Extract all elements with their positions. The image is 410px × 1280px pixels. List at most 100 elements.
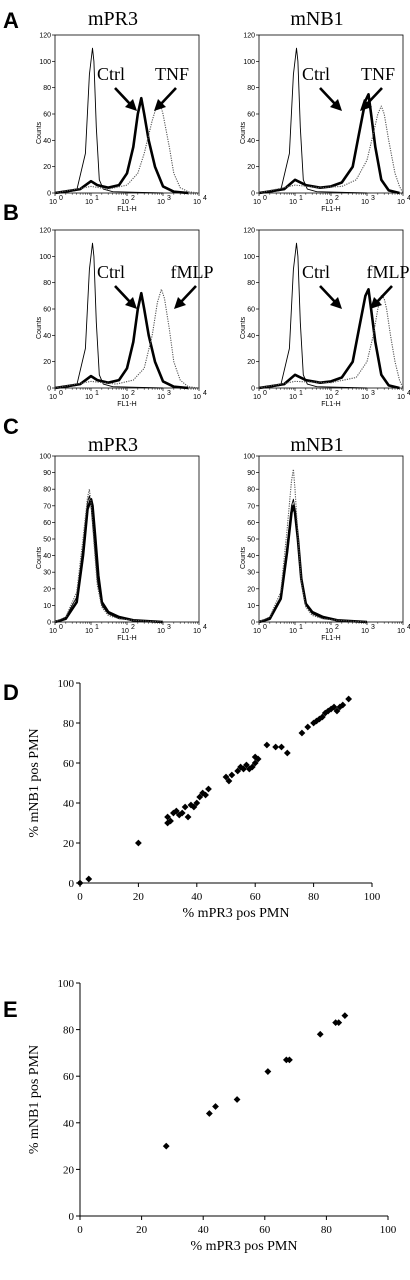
data-point <box>228 771 236 779</box>
y-tick-label: 0 <box>47 386 51 393</box>
y-tick-label: 100 <box>39 59 51 66</box>
stim-arrow <box>360 87 383 111</box>
series-line-fmlp <box>258 295 404 389</box>
data-point <box>205 785 212 793</box>
x-tick-label: 40 <box>191 891 203 903</box>
data-point <box>336 703 344 711</box>
x-tick-label: 0 <box>77 891 83 903</box>
x-tick-exponent: 1 <box>299 195 303 202</box>
x-tick-label: 10 <box>85 394 93 401</box>
data-point <box>298 729 306 737</box>
data-point <box>272 743 280 751</box>
x-tick-label: 80 <box>321 1224 333 1236</box>
y-tick-label: 0 <box>69 878 75 890</box>
x-tick-label: 10 <box>49 394 57 401</box>
y-tick-label: 20 <box>63 1164 75 1176</box>
y-tick-label: 0 <box>47 191 51 198</box>
histogram-panel-c: CmPR301020304050607080901001001011021031… <box>3 414 410 642</box>
y-tick-label: 80 <box>63 1025 75 1037</box>
y-tick-label: 20 <box>43 359 51 366</box>
data-point <box>243 761 250 769</box>
series-line-isotype <box>54 495 164 623</box>
x-tick-label: 10 <box>325 394 333 401</box>
y-tick-label: 80 <box>247 280 255 287</box>
y-tick-label: 80 <box>63 718 75 730</box>
x-tick-exponent: 3 <box>371 195 375 202</box>
x-axis-label: FL1-H <box>321 635 340 642</box>
y-axis-label: % mNB1 pos PMN <box>27 728 42 837</box>
y-tick-label: 20 <box>43 586 51 593</box>
x-tick-label: 20 <box>133 891 145 903</box>
y-axis-label: Counts <box>240 316 247 339</box>
data-point <box>335 1019 343 1027</box>
data-point <box>162 1142 170 1150</box>
y-tick-label: 80 <box>43 487 51 494</box>
data-point <box>184 813 192 821</box>
x-tick-exponent: 0 <box>263 195 267 202</box>
stim-label: TNF <box>361 64 395 84</box>
y-axis-label: % mNB1 pos PMN <box>27 1045 42 1154</box>
y-tick-label: 20 <box>63 838 75 850</box>
x-tick-label: 20 <box>136 1224 148 1236</box>
ctrl-arrow <box>114 285 137 309</box>
ctrl-label: Ctrl <box>302 64 330 84</box>
data-point <box>248 763 256 771</box>
series-line-ctrl <box>54 497 164 624</box>
x-axis-label: FL1-H <box>117 635 136 642</box>
y-tick-label: 80 <box>43 280 51 287</box>
stim-arrow <box>174 285 197 309</box>
x-tick-label: 10 <box>85 199 93 206</box>
x-tick-exponent: 0 <box>59 195 63 202</box>
series-line-fmlp <box>54 288 200 389</box>
data-point <box>178 809 186 817</box>
x-tick-label: 10 <box>157 394 165 401</box>
x-tick-exponent: 1 <box>95 624 99 631</box>
data-point <box>76 879 84 887</box>
x-tick-label: 10 <box>397 394 405 401</box>
x-tick-label: 10 <box>193 199 201 206</box>
y-tick-label: 40 <box>247 553 255 560</box>
stim-label: fMLP <box>366 262 409 282</box>
x-tick-label: 10 <box>193 628 201 635</box>
y-tick-label: 100 <box>243 454 255 461</box>
y-tick-label: 40 <box>247 138 255 145</box>
data-point <box>333 707 341 715</box>
x-tick-exponent: 3 <box>371 390 375 397</box>
x-tick-label: 10 <box>157 199 165 206</box>
data-point <box>225 777 233 785</box>
x-tick-exponent: 1 <box>299 390 303 397</box>
x-tick-exponent: 4 <box>407 624 410 631</box>
data-point <box>339 701 347 709</box>
chart-title: mPR3 <box>88 434 138 456</box>
ctrl-label: Ctrl <box>97 64 125 84</box>
x-tick-exponent: 3 <box>167 624 171 631</box>
series-line-isotype <box>61 47 164 194</box>
x-axis-label: FL1-H <box>117 401 136 408</box>
x-tick-label: 10 <box>85 628 93 635</box>
y-tick-label: 80 <box>43 85 51 92</box>
chart-title: mNB1 <box>290 8 343 30</box>
data-point <box>234 767 242 775</box>
y-tick-label: 60 <box>63 758 75 770</box>
series-line-isotype <box>265 47 368 194</box>
x-tick-label: 0 <box>77 1224 83 1236</box>
y-tick-label: 100 <box>243 254 255 261</box>
y-tick-label: 0 <box>251 191 255 198</box>
y-tick-label: 40 <box>43 138 51 145</box>
ctrl-arrow <box>319 285 342 309</box>
histogram-chart: mPR3010203040506070809010010010110210310… <box>36 434 207 642</box>
histogram-chart: mPR3020406080100120100101102103104FL1-HC… <box>36 8 207 213</box>
x-tick-label: 10 <box>289 199 297 206</box>
data-point <box>167 817 174 825</box>
x-tick-label: 10 <box>361 394 369 401</box>
y-tick-label: 60 <box>63 1071 75 1083</box>
data-point <box>193 799 201 807</box>
chart-title: mNB1 <box>290 434 343 456</box>
arrow-shaft <box>319 285 337 304</box>
arrow-head <box>360 99 372 111</box>
y-tick-label: 100 <box>58 978 75 990</box>
x-tick-exponent: 3 <box>371 624 375 631</box>
data-point <box>278 743 285 751</box>
x-tick-exponent: 0 <box>263 390 267 397</box>
